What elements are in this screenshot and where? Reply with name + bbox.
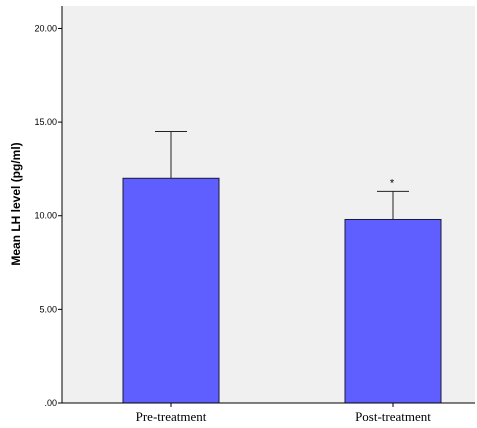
bar-pre-treatment [122,177,220,404]
y-tick-label: .00 [44,398,57,408]
x-ticks-layer: Pre-treatment Post-treatment [136,403,431,424]
y-tick-label: 5.00 [39,304,57,314]
y-tick-label: 10.00 [34,211,57,221]
bar-post-treatment [344,218,442,404]
x-tick-label: Post-treatment [355,409,431,424]
y-ticks-layer: .00 5.00 10.00 15.00 20.00 [34,23,62,408]
significance-marker: * [390,177,395,189]
y-tick-label: 15.00 [34,117,57,127]
annotations-layer: * [390,177,395,189]
error-bars-layer [155,130,409,220]
y-axis-title: Mean LH level (pg/ml) [9,142,23,265]
y-tick-label: 20.00 [34,23,57,33]
x-tick-label: Pre-treatment [136,409,207,424]
